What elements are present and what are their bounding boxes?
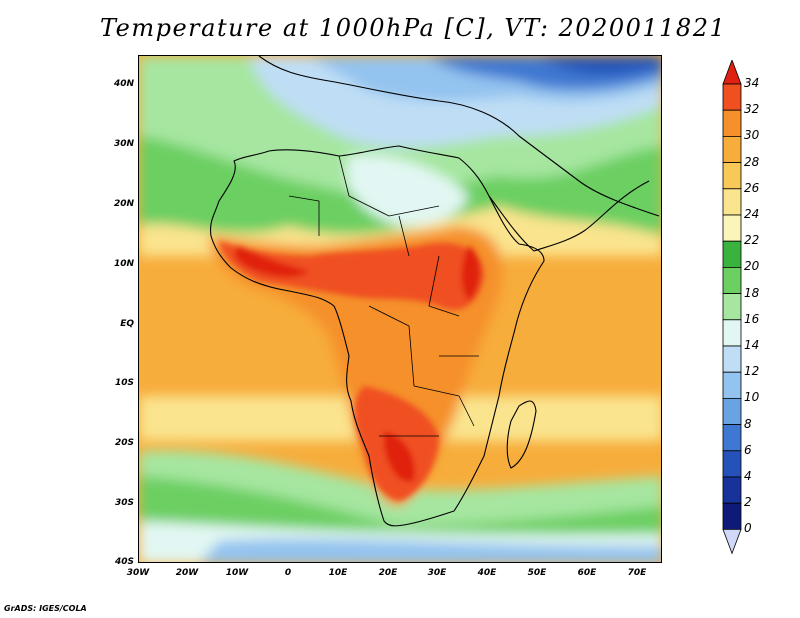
field-hottest-east [461,246,481,301]
legend-level-label: 34 [744,76,760,90]
lon-label: 60E [577,568,597,578]
africa-coastline [210,145,545,527]
mediterranean-arabia-coastline [258,56,660,217]
legend-swatch [722,162,742,190]
legend-level-label: 26 [744,180,760,195]
legend-level-label: 18 [744,285,760,300]
legend-swatch [722,397,742,425]
legend-level-label: 20 [744,259,760,274]
lat-label: EQ [120,319,134,329]
map-panel [138,55,662,563]
lon-label: 40E [477,568,497,578]
legend-level-label: 10 [744,390,760,405]
legend-swatch [722,476,742,504]
temperature-map [139,56,661,562]
legend-level-label: 8 [744,416,752,431]
lat-label: 30N [113,139,134,149]
legend-swatch [722,266,742,294]
legend-swatch [722,345,742,373]
legend-swatch [722,450,742,478]
legend-level-label: 12 [744,364,760,379]
field-hot-sahel [219,241,484,310]
lon-label: 30E [427,568,447,578]
credit-text: GrADS: IGES/COLA [4,604,87,613]
legend-swatch [722,319,742,347]
legend-level-label: 4 [744,469,752,483]
coastlines [210,56,660,527]
lat-label: 20N [113,199,134,209]
legend-swatch [722,83,742,111]
legend-level-label: 22 [744,233,760,248]
legend-level-label: 24 [744,207,760,221]
legend-level-label: 32 [744,102,760,117]
legend-swatch [722,109,742,137]
legend-swatch [722,136,742,164]
madagascar-coastline [506,400,537,469]
field-hottest-west [234,246,309,278]
lat-label: 10N [113,259,134,269]
legend-swatch [722,502,742,530]
lat-label: 40N [113,79,134,89]
lat-label: 20S [114,438,134,448]
lon-label: 10E [328,568,348,578]
legend-level-label: 14 [744,338,760,352]
lat-label: 10S [114,378,134,388]
field-band-4-north [539,56,661,75]
lat-label: 30S [114,498,134,508]
legend-level-label: 30 [744,128,760,143]
legend-level-label: 6 [744,442,752,457]
lat-label: 40S [114,557,134,567]
lon-label: 20W [175,568,199,578]
lon-label: 20E [378,568,398,578]
field-hottest-south [384,431,415,482]
legend-level-label: 0 [744,521,752,536]
legend-swatch [722,214,742,242]
lon-label: 70E [627,568,647,578]
lon-label: 0 [284,568,292,578]
lon-label: 30W [126,568,150,578]
legend-swatch [722,424,742,452]
arabian-peninsula-coastline [488,180,650,252]
field-band-12-south [200,538,661,562]
country-borders [288,155,479,437]
chart-title: Temperature at 1000hPa [C], VT: 20200118… [100,14,727,42]
legend-swatch [722,371,742,399]
legend-arrow-top [722,60,742,85]
legend-level-label: 2 [744,495,752,510]
legend-swatch [722,240,742,268]
legend-level-label: 16 [744,311,760,326]
legend-swatch [722,293,742,321]
legend-arrow-bottom [722,528,742,555]
color-legend [722,60,742,555]
lon-label: 10W [225,568,249,578]
lon-label: 50E [527,568,547,578]
legend-level-label: 28 [744,154,760,169]
legend-swatch [722,188,742,216]
field-sahara-cool [347,155,469,226]
